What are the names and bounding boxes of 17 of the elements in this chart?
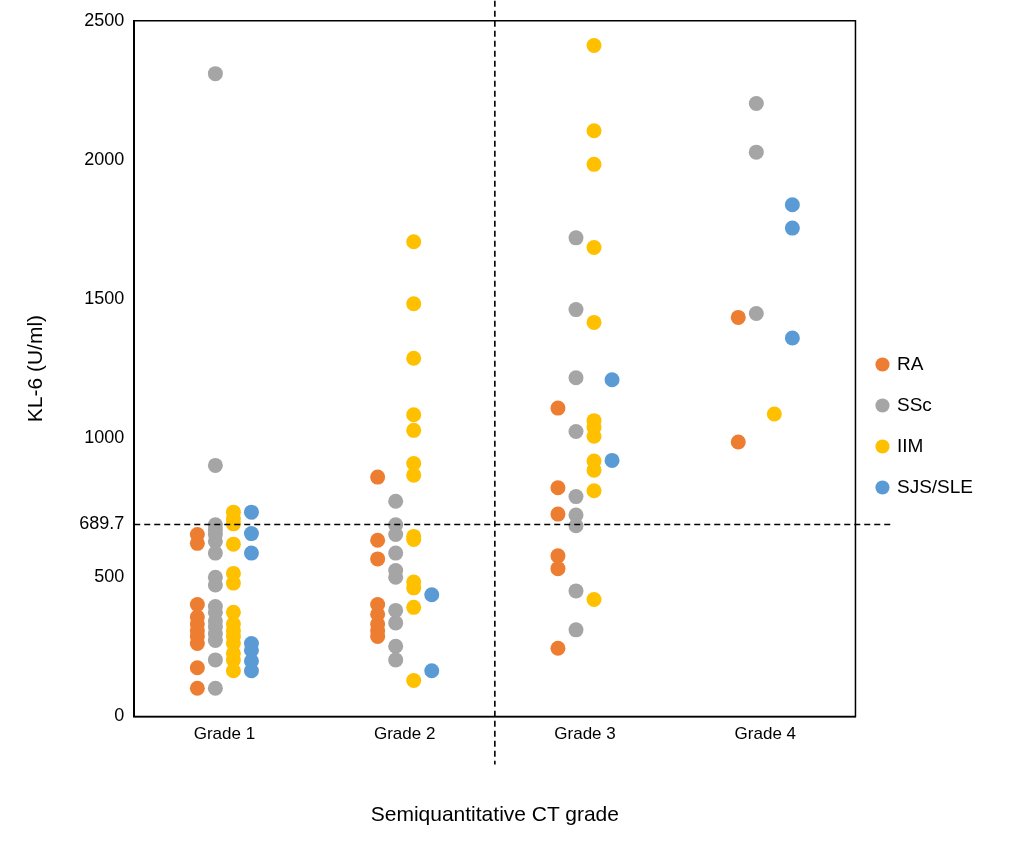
x-tick-label: Grade 2: [373, 724, 436, 744]
y-tick-label: 1500: [84, 288, 125, 309]
y-tick-label: 2000: [84, 148, 125, 169]
y-tick-label: 2500: [84, 9, 125, 30]
legend-label: SJS/SLE: [896, 475, 974, 497]
y-tick-label: 500: [94, 566, 125, 587]
legend-label: IIM: [896, 434, 924, 456]
y-tick-label: 1000: [84, 427, 125, 448]
legend-label: SSc: [896, 393, 932, 415]
y-axis-title: KL-6 (U/ml): [23, 314, 47, 423]
x-tick-label: Grade 3: [554, 724, 616, 744]
y-tick-label: 689.7: [79, 513, 125, 534]
legend-label: RA: [896, 352, 924, 374]
y-tick-label: 0: [114, 705, 125, 726]
x-axis-title: Semiquantitative CT grade: [370, 802, 619, 826]
x-tick-label: Grade 4: [734, 724, 797, 744]
x-tick-label: Grade 1: [193, 724, 256, 744]
